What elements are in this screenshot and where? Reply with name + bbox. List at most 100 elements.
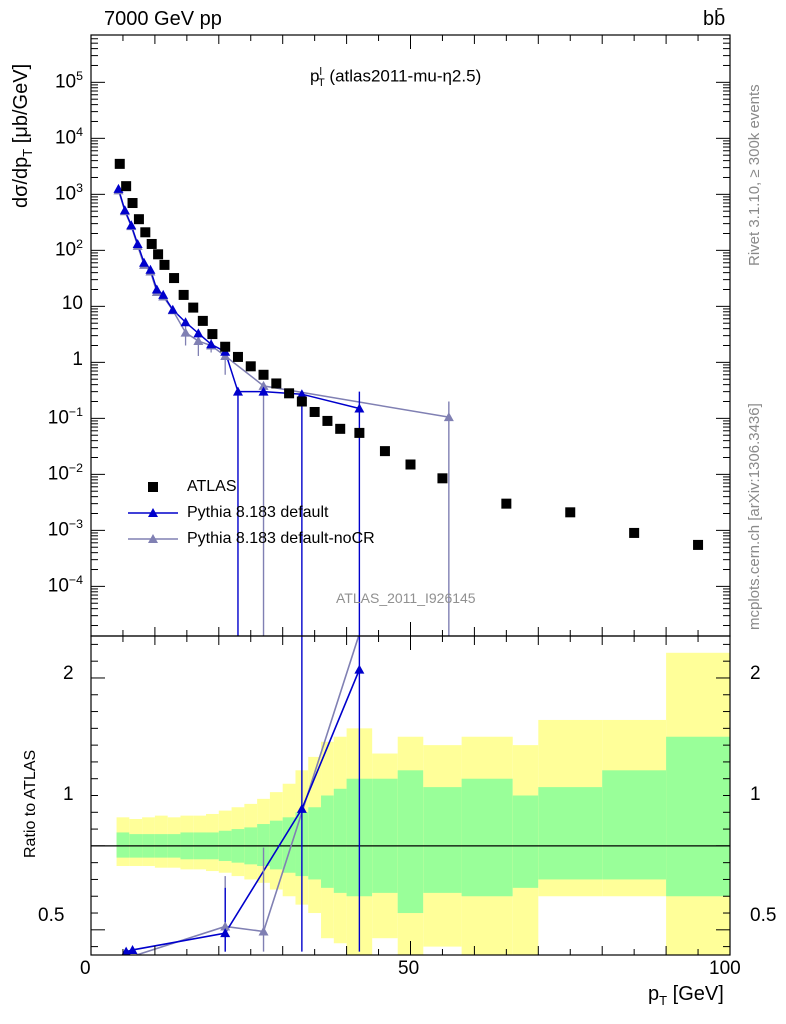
ratio-point-default <box>127 944 138 954</box>
point-default <box>139 257 150 267</box>
ratio-point-default <box>220 928 231 938</box>
plot-title-rest: (atlas2011-mu-η2.5) <box>324 66 482 86</box>
x-axis-label-rest: [GeV] <box>667 983 724 1005</box>
point-default <box>296 389 307 399</box>
point-default <box>206 339 217 349</box>
plot-title: plT (atlas2011-mu-η2.5) <box>310 66 481 89</box>
ratio-uncertainty-band <box>116 652 730 955</box>
main-panel-series <box>113 158 704 636</box>
legend-entry-nocr: Pythia 8.183 default-noCR <box>187 530 375 547</box>
ratio-panel-series <box>91 636 730 955</box>
y-tick-label: 10−1 <box>48 405 83 429</box>
line-default <box>117 188 360 410</box>
band-inner-bin <box>257 824 270 867</box>
point-atlas <box>405 459 416 470</box>
point-atlas <box>245 361 256 372</box>
legend-entry-atlas: ATLAS <box>187 478 237 495</box>
y-tick-label: 104 <box>55 125 83 149</box>
rivet-label: Rivet 3.1.10, ≥ 300k events <box>746 84 763 266</box>
band-inner-bin <box>461 778 513 897</box>
y-axis-label-rest: [μb/GeV] <box>10 63 32 149</box>
point-atlas <box>335 423 346 434</box>
point-atlas <box>121 181 132 192</box>
point-default <box>145 264 156 274</box>
y-tick-base: 10 <box>61 293 83 315</box>
y-tick-label: 10 <box>62 293 83 315</box>
point-atlas <box>133 214 144 225</box>
ratio-tick-right-05: 0.5 <box>750 905 777 926</box>
band-inner-bin <box>538 787 603 880</box>
y-tick-base: 10 <box>54 183 77 205</box>
point-atlas <box>114 158 125 169</box>
point-atlas <box>322 415 333 426</box>
y-tick-label: 10−2 <box>48 461 83 485</box>
point-atlas <box>146 238 157 249</box>
y-axis-label: dσ/dpT [μb/GeV] <box>10 64 35 208</box>
y-tick-base: 10 <box>47 575 69 597</box>
point-default <box>354 403 365 413</box>
point-atlas <box>693 539 704 550</box>
x-tick-0: 0 <box>80 958 91 979</box>
process-label: bb̄ <box>703 8 726 30</box>
point-default <box>258 386 269 396</box>
band-inner-bin <box>397 770 424 914</box>
band-inner-bin <box>282 817 296 873</box>
y-tick-label: 102 <box>55 237 83 261</box>
y-tick-exponent: 3 <box>76 181 83 196</box>
point-atlas <box>232 351 243 362</box>
y-tick-base: 10 <box>54 239 77 261</box>
point-default <box>158 289 169 299</box>
legend-marker-default <box>148 508 158 517</box>
y-tick-label: 103 <box>55 181 83 205</box>
x-axis-label: pT [GeV] <box>648 983 724 1008</box>
ratio-point-nocr <box>220 921 231 931</box>
plot-title-main: p <box>310 66 320 86</box>
energy-label: 7000 GeV pp <box>104 8 222 30</box>
point-atlas <box>220 341 231 352</box>
band-inner-bin <box>116 832 130 858</box>
band-inner-bin <box>321 795 334 888</box>
point-default <box>113 183 124 193</box>
band-inner-bin <box>308 807 322 880</box>
ratio-point-nocr <box>258 926 269 936</box>
point-nocr <box>258 380 269 390</box>
point-default <box>119 205 130 215</box>
point-default <box>193 328 204 338</box>
x-axis-label-main: p <box>648 983 660 1005</box>
main-clipped-group <box>113 158 704 636</box>
point-atlas <box>309 406 320 417</box>
band-inner-bin <box>269 820 283 870</box>
ratio-tick-right-1: 1 <box>750 784 761 805</box>
y-tick-base: 10 <box>54 127 77 149</box>
analysis-label: ATLAS_2011_I926145 <box>336 590 476 606</box>
y-tick-base: 10 <box>47 407 69 429</box>
band-inner-bin <box>602 770 667 880</box>
plot-title-sup: l <box>319 66 322 78</box>
x-tick-50: 50 <box>398 958 420 979</box>
ratio-tick-left-05: 0.5 <box>38 905 65 926</box>
y-tick-exponent: 4 <box>76 125 83 140</box>
point-default <box>126 220 137 230</box>
point-atlas <box>127 198 138 209</box>
band-inner-bin <box>666 736 730 897</box>
y-tick-base: 1 <box>72 349 83 371</box>
point-atlas <box>284 388 295 399</box>
plot-title-sub: T <box>317 77 325 90</box>
band-inner-bin <box>512 795 539 888</box>
y-tick-base: 10 <box>47 463 69 485</box>
point-atlas <box>153 249 164 260</box>
point-nocr <box>443 412 454 422</box>
point-default <box>132 238 143 248</box>
y-tick-label: 105 <box>55 69 83 93</box>
point-default <box>180 317 191 327</box>
point-atlas <box>258 369 269 380</box>
band-inner-bin <box>333 788 347 893</box>
point-nocr <box>180 327 191 337</box>
y-tick-exponent: 5 <box>76 69 83 84</box>
y-axis-label-main: dσ/dp <box>10 156 32 208</box>
mcplots-label: mcplots.cern.ch [arXiv:1306.3436] <box>746 403 763 630</box>
band-inner-bin <box>372 778 398 893</box>
x-tick-100: 100 <box>709 958 741 979</box>
y-tick-exponent: −4 <box>68 573 83 588</box>
y-tick-exponent: 2 <box>76 237 83 252</box>
